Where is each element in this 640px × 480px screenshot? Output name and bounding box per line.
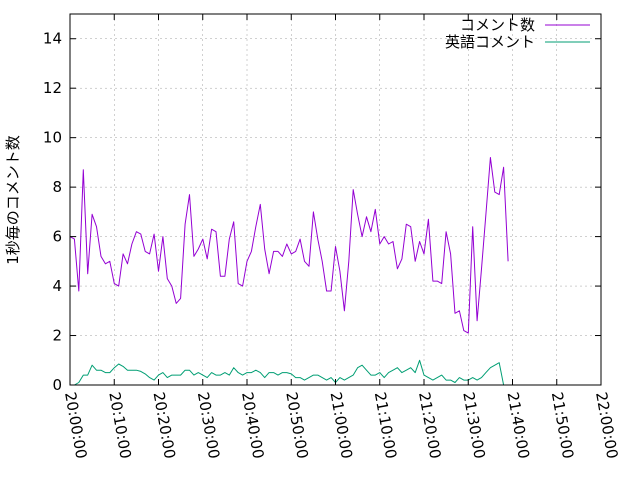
legend-label: コメント数 — [460, 16, 535, 34]
x-tick-label: 21:50:00 — [548, 391, 577, 460]
x-tick-label: 21:30:00 — [459, 391, 488, 460]
y-tick-label: 12 — [43, 79, 62, 97]
x-tick-label: 20:10:00 — [105, 391, 134, 460]
x-tick-label: 21:40:00 — [504, 391, 533, 460]
legend-label: 英語コメント — [445, 33, 535, 51]
y-tick-label: 8 — [52, 178, 62, 196]
series-line-1 — [69, 157, 509, 334]
axis-ticks — [69, 14, 602, 386]
x-tick-label: 20:50:00 — [282, 391, 311, 460]
x-tick-label: 20:40:00 — [238, 391, 267, 460]
x-tick-label: 21:00:00 — [327, 391, 356, 460]
y-tick-label: 10 — [43, 129, 62, 147]
x-tick-label: 22:00:00 — [592, 391, 621, 460]
y-tick-label: 4 — [52, 277, 62, 295]
x-tick-label: 21:20:00 — [415, 391, 444, 460]
x-tick-label: 20:00:00 — [61, 391, 90, 460]
series-line-2 — [70, 359, 509, 386]
grid-lines — [70, 14, 601, 385]
y-tick-label: 2 — [52, 327, 62, 345]
x-tick-label: 20:20:00 — [150, 391, 179, 460]
tick-labels: 0 2 4 6 8 10 12 14 20:00:00 20:10:00 20:20:00 20:30… — [43, 30, 622, 460]
y-tick-label: 6 — [52, 228, 62, 246]
y-axis-label: 1秒毎のコメント数 — [4, 135, 22, 265]
y-tick-label: 0 — [52, 376, 62, 394]
y-tick-label: 14 — [43, 30, 62, 48]
series-lines — [69, 157, 509, 386]
x-tick-label: 21:10:00 — [371, 391, 400, 460]
x-tick-label: 20:30:00 — [194, 391, 223, 460]
